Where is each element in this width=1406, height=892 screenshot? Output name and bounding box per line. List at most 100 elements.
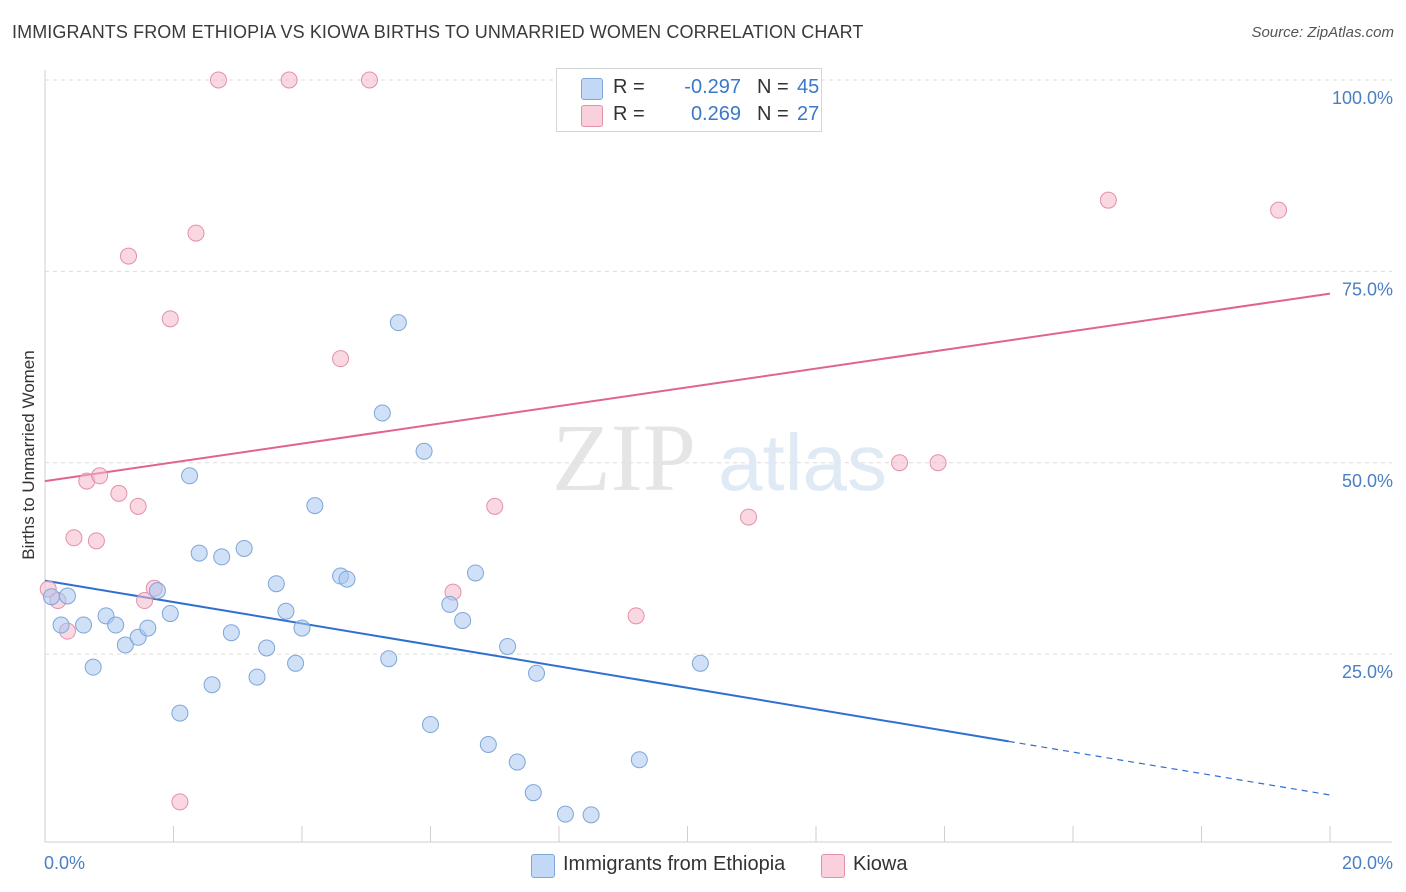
data-point [528, 664, 546, 682]
legend-n-label: N = [757, 76, 789, 98]
data-point [139, 619, 157, 637]
data-point [161, 310, 179, 328]
data-point [110, 484, 128, 502]
series-swatch-ethiopia [531, 854, 555, 878]
trend-line-1 [44, 292, 1331, 483]
data-point [190, 544, 208, 562]
data-point [136, 592, 154, 610]
data-point [42, 588, 60, 606]
data-point [213, 548, 231, 566]
data-point [556, 805, 574, 823]
data-point [171, 704, 189, 722]
data-point [691, 654, 709, 672]
gridlines [45, 79, 1392, 655]
data-point [116, 636, 134, 654]
data-point [389, 314, 407, 332]
data-point [422, 716, 439, 734]
trend-line-0 [44, 579, 1009, 743]
watermark-zip: ZIP [552, 404, 696, 511]
data-point [306, 497, 324, 515]
data-point [415, 442, 433, 460]
data-point [373, 404, 391, 422]
data-point [58, 587, 76, 605]
data-point [203, 676, 221, 694]
y-tick-label: 50.0% [1342, 471, 1393, 491]
data-point [267, 575, 285, 593]
data-point [129, 497, 147, 515]
data-point [891, 454, 909, 472]
axes [44, 70, 1392, 843]
data-point [181, 467, 199, 485]
data-point [486, 497, 504, 515]
data-point [107, 616, 125, 634]
watermark-atlas: atlas [718, 418, 887, 507]
data-point [91, 467, 109, 485]
data-point [454, 611, 472, 629]
legend-swatch-kiowa [581, 105, 603, 127]
legend-n-value: 45 [797, 76, 820, 98]
legend-r-label: R = [613, 103, 645, 125]
data-point [630, 751, 648, 769]
chart-title: IMMIGRANTS FROM ETHIOPIA VS KIOWA BIRTHS… [12, 22, 864, 42]
data-point [287, 654, 305, 672]
y-tick-label: 100.0% [1332, 88, 1393, 108]
data-point [293, 619, 311, 637]
data-point [87, 532, 105, 550]
series-legend: Immigrants from Ethiopia Kiowa [0, 852, 1406, 878]
y-axis-label: Births to Unmarried Women [19, 350, 38, 559]
data-point [120, 247, 138, 265]
legend-swatch-ethiopia [581, 78, 603, 100]
data-point [332, 350, 350, 368]
data-point [171, 793, 189, 811]
data-point [466, 564, 484, 582]
y-tick-label: 75.0% [1342, 279, 1393, 299]
x-tick-label: 0.0% [44, 853, 85, 873]
data-point [1270, 201, 1288, 219]
data-point [52, 616, 70, 634]
data-point [161, 605, 179, 623]
correlation-legend: R = -0.297 N = 45 R = 0.269 N = 27 [556, 68, 822, 132]
data-point [508, 753, 526, 771]
data-point [222, 624, 240, 642]
legend-n-value: 27 [797, 103, 820, 125]
watermark: ZIP atlas [552, 404, 887, 511]
data-point [479, 735, 497, 753]
y-tick-label: 25.0% [1342, 662, 1393, 682]
data-point [280, 71, 298, 89]
data-point [740, 508, 758, 526]
data-point [84, 658, 102, 676]
data-point [499, 637, 517, 655]
data-point [75, 616, 93, 634]
legend-r-value: -0.297 [684, 76, 741, 98]
data-point [380, 650, 398, 668]
data-point [148, 582, 166, 600]
legend-r-label: R = [613, 76, 645, 98]
data-point [627, 607, 645, 625]
chart-source: Source: ZipAtlas.com [1251, 24, 1394, 41]
data-points [39, 71, 1288, 824]
data-point [65, 529, 83, 547]
data-point [582, 806, 600, 824]
data-point [248, 668, 266, 686]
series-label-kiowa: Kiowa [853, 853, 908, 875]
trend-line-extension-0 [1008, 740, 1331, 796]
data-point [360, 71, 378, 89]
data-point [187, 224, 205, 242]
tick-labels: 25.0% 50.0% 75.0% 100.0% 0.0% 20.0% [44, 88, 1393, 873]
data-point [258, 639, 276, 657]
series-label-ethiopia: Immigrants from Ethiopia [563, 853, 786, 875]
legend-n-label: N = [757, 103, 789, 125]
data-point [441, 595, 459, 613]
series-swatch-kiowa [821, 854, 845, 878]
data-point [524, 784, 542, 802]
x-tick-label: 20.0% [1342, 853, 1393, 873]
data-point [209, 71, 227, 89]
data-point [929, 454, 947, 472]
data-point [277, 602, 295, 620]
data-point [1099, 191, 1117, 209]
data-point [338, 570, 356, 588]
data-point [235, 539, 253, 557]
legend-r-value: 0.269 [690, 103, 741, 125]
trend-lines [44, 292, 1331, 796]
